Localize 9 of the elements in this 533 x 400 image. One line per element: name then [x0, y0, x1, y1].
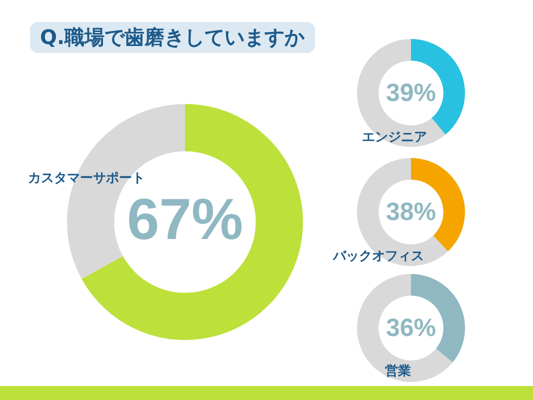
data-label: 36%: [386, 314, 436, 342]
text: エンジニア: [362, 130, 427, 146]
text: カスタマーサポート: [28, 171, 145, 187]
text: Q.職場で歯磨きしていますか: [30, 22, 315, 53]
data-label: 67%: [126, 187, 244, 252]
data-label: 38%: [386, 198, 436, 226]
text: バックオフィス: [333, 249, 424, 265]
text: 営業: [385, 364, 411, 380]
data-label: 39%: [386, 78, 436, 107]
